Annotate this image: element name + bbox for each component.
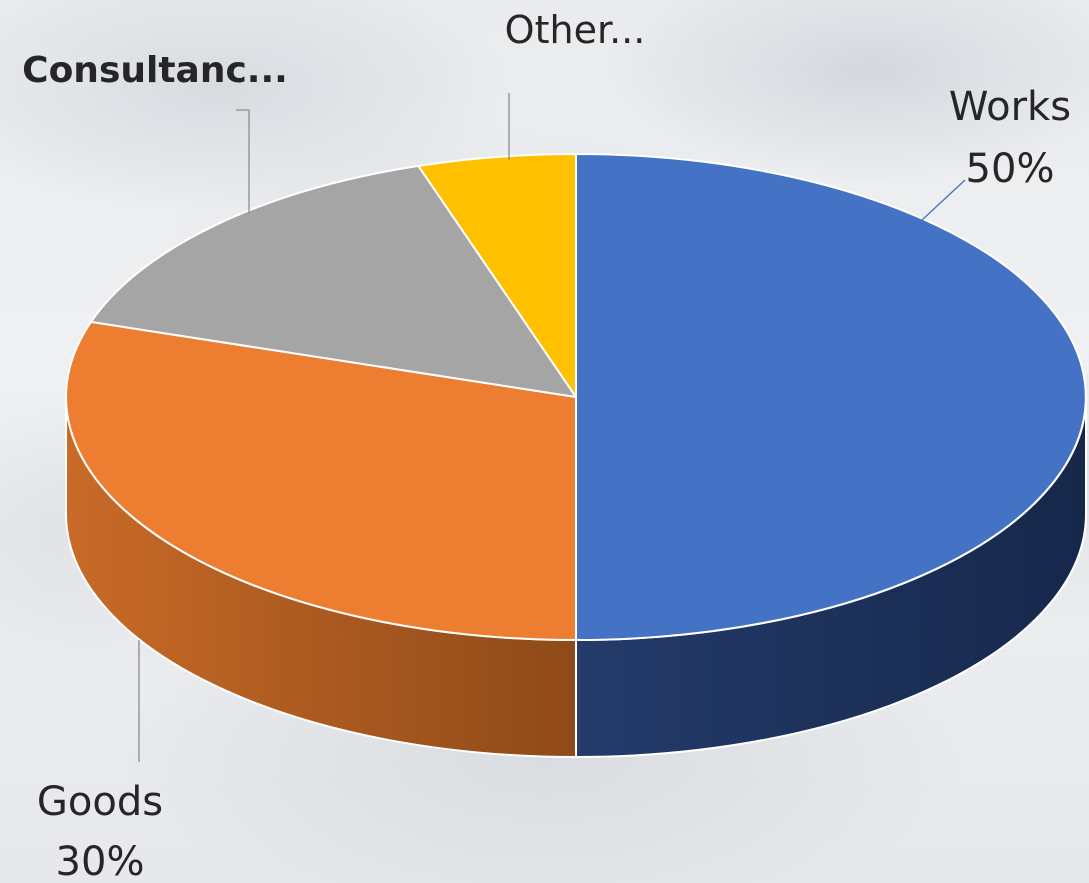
data-label-other-name: Other... xyxy=(505,8,646,52)
pie-slice-other xyxy=(417,153,577,398)
data-label-works-name: Works xyxy=(949,84,1071,130)
pie-slice-consultancy xyxy=(89,164,577,398)
data-label-works-percent: 50% xyxy=(966,146,1055,192)
data-label-goods-percent: 30% xyxy=(56,839,145,883)
leader-line-works xyxy=(921,179,966,221)
pie-slices xyxy=(65,153,1087,641)
leader-line-consultancy xyxy=(236,109,250,213)
pie-slice-goods xyxy=(65,320,577,641)
data-label-goods-name: Goods xyxy=(37,779,163,825)
pie-slice-works xyxy=(575,153,1087,641)
leader-lines xyxy=(138,93,966,762)
data-label-consultancy-name: Consultanc... xyxy=(22,50,288,91)
data-labels: Works 50% Goods 30% Consultanc... Other... xyxy=(22,8,1071,883)
